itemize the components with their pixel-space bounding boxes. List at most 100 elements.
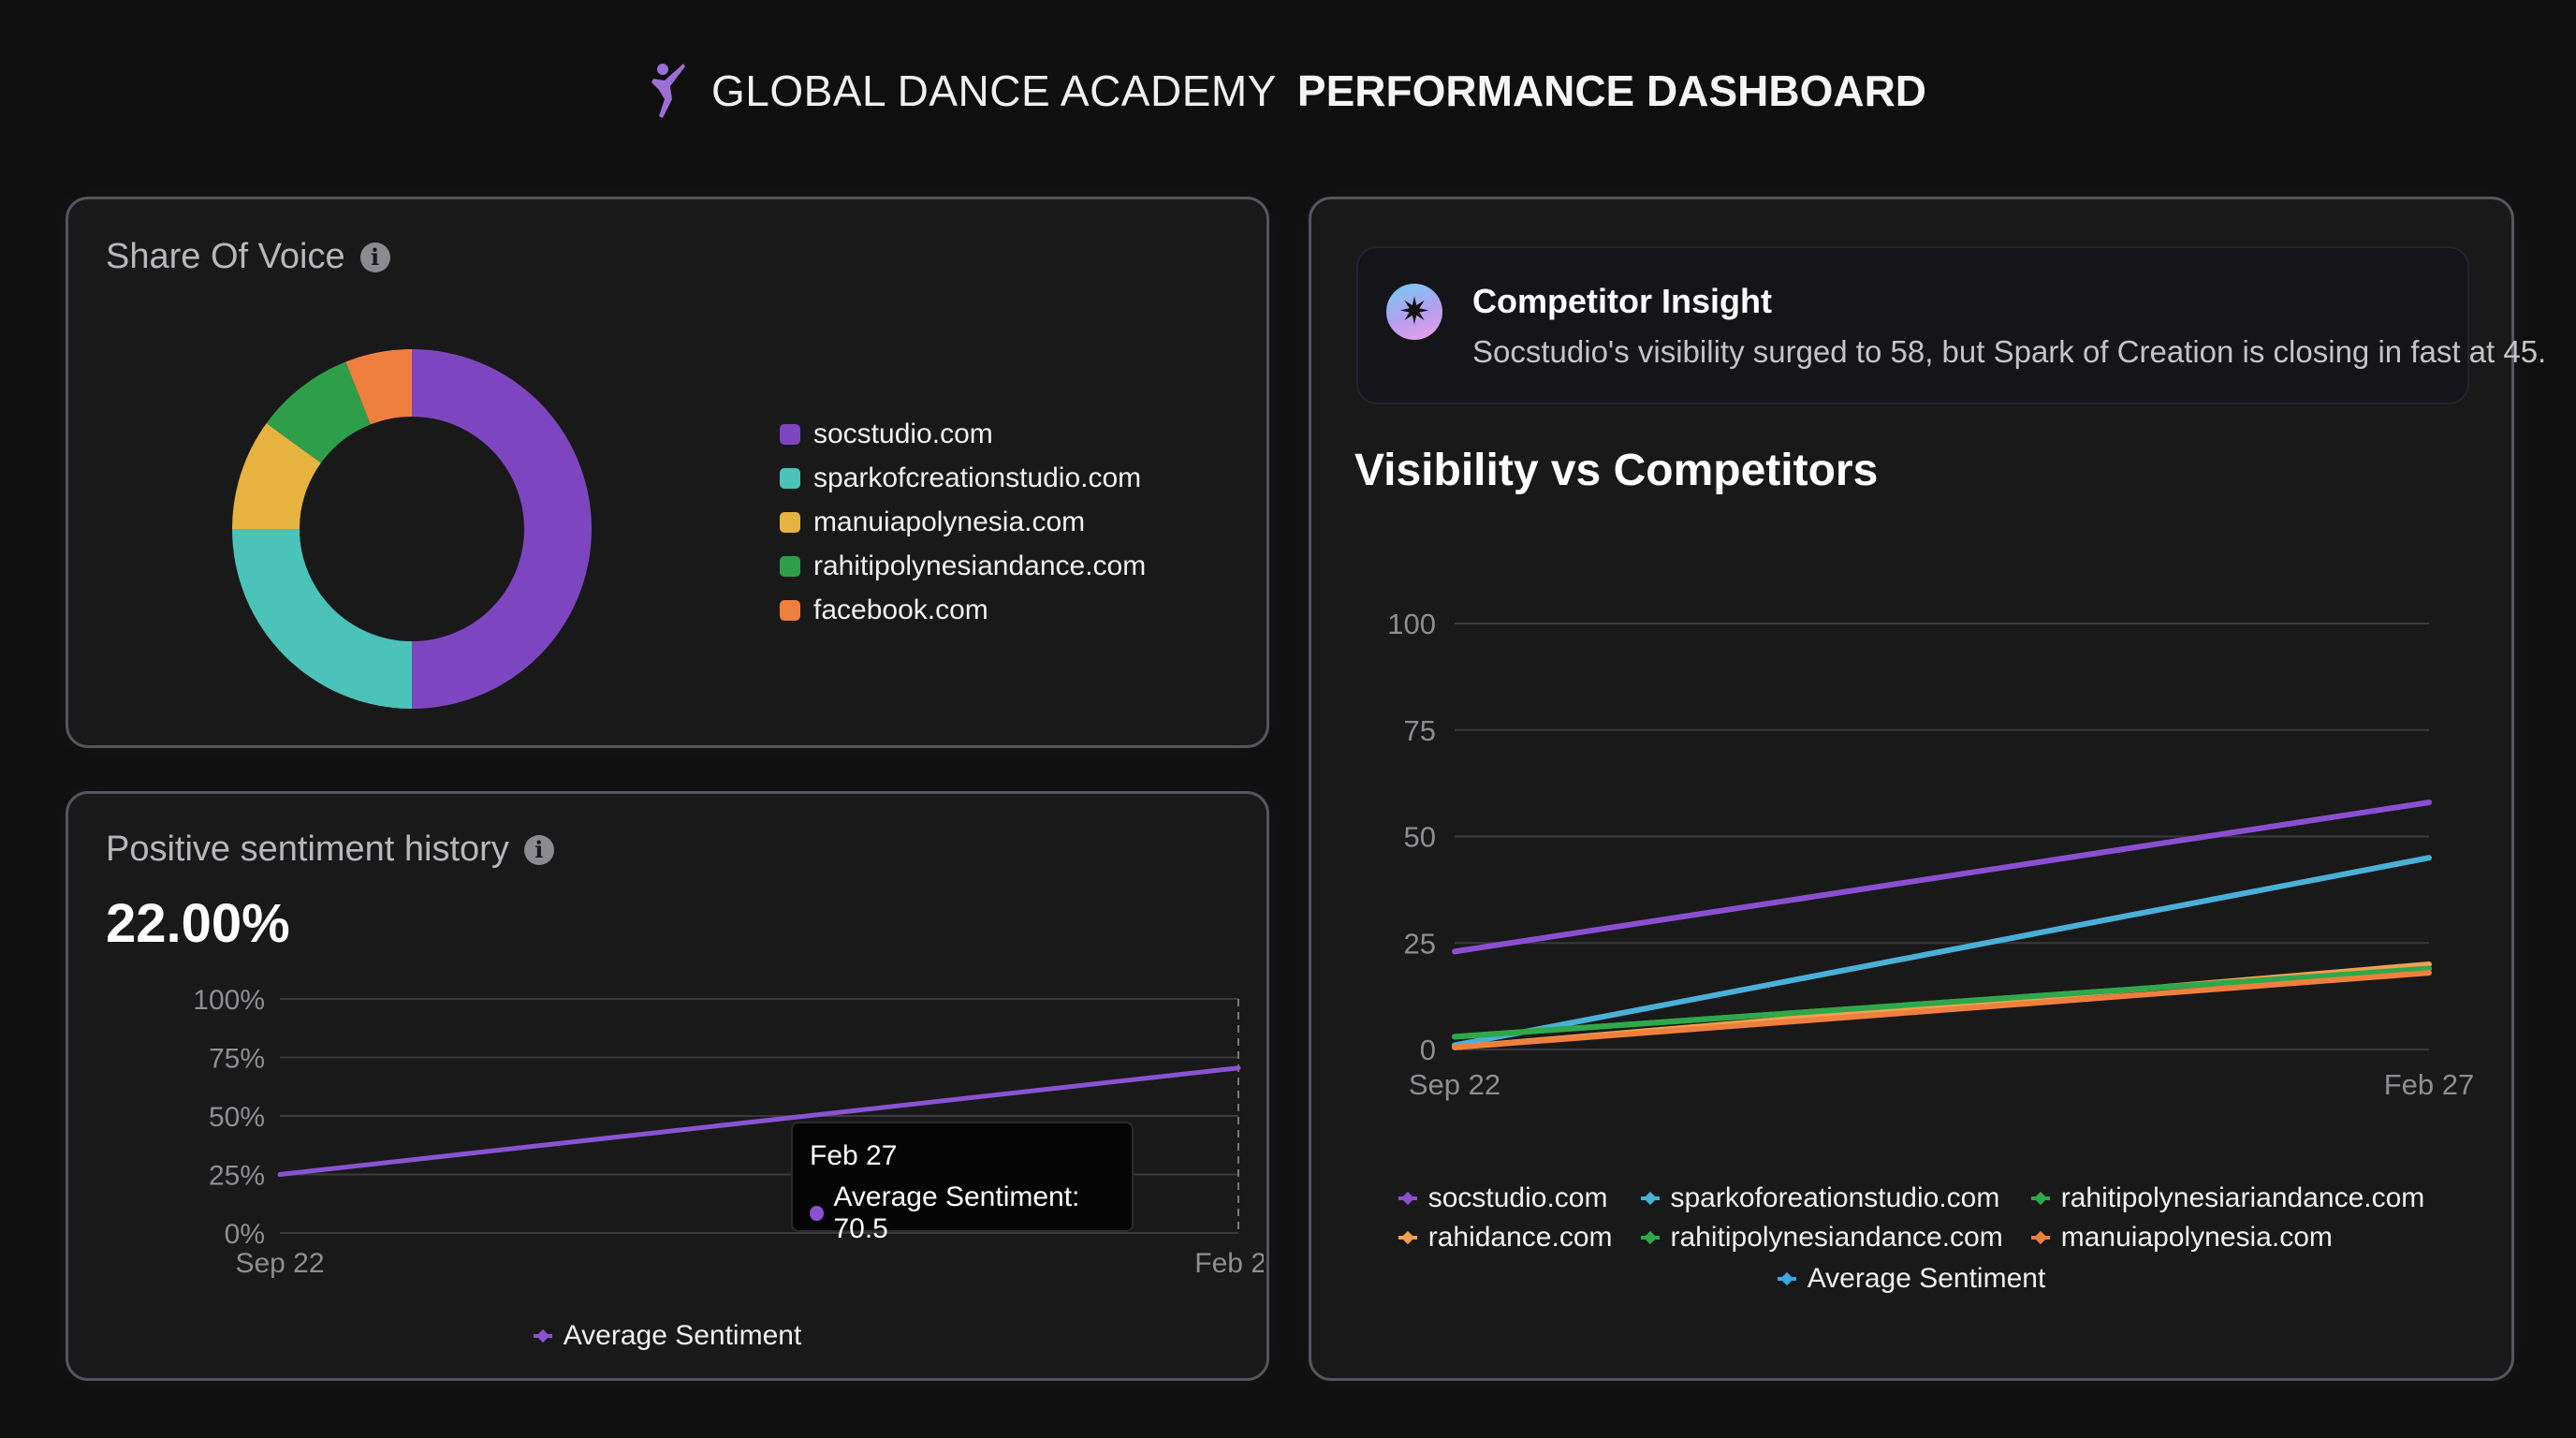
x-tick-label: Feb 27 (1194, 1248, 1264, 1279)
series-line-sparkoforeationstudio-com (1452, 855, 2432, 1049)
legend-row: rahitipolynesiariandance.com (2030, 1182, 2425, 1214)
insight-title: Competitor Insight (1472, 282, 1772, 320)
y-tick-label: 100% (193, 985, 265, 1016)
legend-grid: socstudio.com rahidance.com sparkoforeatio… (1311, 1182, 2511, 1254)
visibility-card: ✷ Competitor Insight Socstudio's visibil… (1309, 197, 2546, 1381)
legend-item-average-sentiment[interactable]: Average Sentiment (1777, 1263, 2046, 1295)
legend-item-sparkoforeationstudio-com[interactable]: sparkoforeationstudio.com (1640, 1182, 2000, 1214)
insight-text: Socstudio's visibility surged to 58, but… (1472, 334, 2547, 369)
legend-label: facebook.com (813, 594, 988, 625)
y-tick-label: 50% (209, 1102, 265, 1133)
legend-row: manuiapolynesia.com (2030, 1222, 2425, 1254)
sentiment-value: 22.00% (106, 893, 290, 954)
dancer-icon (651, 64, 685, 118)
legend-item-facebook-com[interactable]: facebook.com (780, 588, 1146, 632)
visibility-title: Visibility vs Competitors (1354, 446, 1879, 495)
donut-slice-manuiapolynesia-com (232, 423, 321, 529)
sentiment-tooltip: Feb 27 Average Sentiment: 70.5 (791, 1122, 1134, 1244)
legend-label: sparkoforeationstudio.com (1670, 1182, 2000, 1213)
legend-marker-icon (1640, 1189, 1660, 1208)
info-icon[interactable]: i (359, 242, 390, 272)
legend-item-average-sentiment[interactable]: Average Sentiment (533, 1320, 802, 1352)
legend-swatch (780, 599, 800, 621)
series-dot-icon (810, 1206, 825, 1221)
legend-item-socstudio-com[interactable]: socstudio.com (780, 412, 1146, 456)
legend-row: socstudio.com (1398, 1182, 1613, 1214)
legend-marker-icon (1777, 1269, 1796, 1288)
legend-label: manuiapolynesia.com (2060, 1222, 2333, 1253)
y-tick-label: 50 (1404, 821, 1436, 854)
competitor-insight: ✷ Competitor Insight Socstudio's visibil… (1356, 246, 2546, 404)
y-tick-label: 75% (209, 1044, 265, 1075)
legend-item-socstudio-com[interactable]: socstudio.com (1398, 1182, 1608, 1214)
legend-swatch (780, 511, 800, 533)
legend-label: rahitipolynesiariandance.com (2060, 1182, 2425, 1213)
legend-label: manuiapolynesia.com (813, 506, 1086, 537)
legend-item-rahidance-com[interactable]: rahidance.com (1398, 1222, 1613, 1254)
card-title-text: Share Of Voice (106, 237, 345, 276)
sentiment-title: Positive sentiment history i (106, 829, 554, 870)
title-regular: GLOBAL DANCE ACADEMY (710, 66, 1277, 115)
legend-marker-icon (1640, 1228, 1660, 1247)
legend-row: rahidance.com (1398, 1222, 1613, 1254)
legend-label: Average Sentiment (563, 1320, 802, 1351)
series-line-manuiapolynesia-com (1452, 970, 2432, 1050)
tooltip-date: Feb 27 (810, 1140, 898, 1171)
series-line-socstudio-com (1452, 800, 2432, 955)
legend-label: rahitipolynesiandance.com (1670, 1222, 2003, 1253)
x-tick-label: Feb 27 (2384, 1068, 2475, 1101)
visibility-legend: socstudio.com rahidance.com sparkoforeatio… (1311, 1182, 2511, 1295)
legend-label: rahitipolynesiandance.com (813, 550, 1147, 581)
legend-swatch (780, 423, 800, 445)
x-tick-label: Sep 22 (235, 1248, 324, 1279)
y-tick-label: 25 (1404, 927, 1436, 960)
legend-marker-icon (2030, 1228, 2050, 1247)
legend-item-rahitipolynesiariandance-com[interactable]: rahitipolynesiariandance.com (2030, 1182, 2425, 1214)
donut-slice-socstudio-com (412, 349, 592, 709)
dashboard-header: GLOBAL DANCE ACADEMY PERFORMANCE DASHBOA… (0, 62, 2576, 120)
title-bold: PERFORMANCE DASHBOARD (1296, 66, 1927, 115)
visibility-chart: 0 25 50 75 100 Sep 22 Feb 27 (1387, 608, 2475, 1101)
info-icon[interactable]: i (523, 834, 554, 865)
series-line-average-sentiment (277, 1065, 1241, 1177)
legend-label: socstudio.com (813, 418, 993, 449)
legend-label: Average Sentiment (1807, 1263, 2046, 1294)
legend-marker-icon (1398, 1228, 1417, 1247)
legend-row: rahitipolynesiandance.com (1640, 1222, 2003, 1254)
legend-marker-icon (533, 1327, 552, 1345)
sentiment-legend: Average Sentiment (68, 1320, 1266, 1352)
legend-column: rahitipolynesiariandance.com manuiapolyne… (2030, 1182, 2425, 1254)
legend-item-manuiapolynesia-com[interactable]: manuiapolynesia.com (780, 500, 1146, 544)
y-tick-label: 75 (1404, 714, 1436, 747)
legend-column: socstudio.com rahidance.com (1398, 1182, 1613, 1254)
sparkle-icon: ✷ (1386, 284, 1442, 340)
y-tick-label: 0% (225, 1219, 265, 1250)
legend-label: rahidance.com (1427, 1222, 1613, 1253)
legend-row: Average Sentiment (1311, 1263, 2511, 1295)
donut-legend: socstudio.com sparkofcreationstudio.com ma… (780, 412, 1146, 632)
legend-column: sparkoforeationstudio.com rahitipolynesia… (1640, 1182, 2003, 1254)
share-of-voice-donut (232, 349, 592, 709)
share-of-voice-title: Share Of Voice i (106, 237, 390, 277)
tooltip-value: Average Sentiment: 70.5 (833, 1181, 1080, 1244)
legend-marker-icon (1398, 1189, 1417, 1208)
series-line-rahitipolynesiandance-com (1452, 965, 2432, 1040)
legend-item-rahitipolynesiandance-com[interactable]: rahitipolynesiandance.com (1640, 1222, 2003, 1254)
legend-item-manuiapolynesia-com[interactable]: manuiapolynesia.com (2030, 1222, 2333, 1254)
legend-swatch (780, 467, 800, 489)
share-of-voice-card: Share Of Voice i socstudio.com sparkofcre… (66, 197, 1269, 748)
legend-item-sparkofcreationstudio-com[interactable]: sparkofcreationstudio.com (780, 456, 1146, 500)
donut-slice-sparkofcreationstudio-com (232, 529, 412, 709)
legend-label: sparkofcreationstudio.com (813, 462, 1142, 493)
sentiment-chart: 0% 25% 50% 75% 100% Sep 22 Feb 27 (193, 985, 1264, 1279)
donut-slice-facebook-com (345, 349, 412, 425)
legend-row: sparkoforeationstudio.com (1640, 1182, 2003, 1214)
y-tick-label: 0 (1420, 1034, 1436, 1066)
tooltip-row: Average Sentiment: 70.5 (810, 1181, 1132, 1245)
legend-swatch (780, 555, 800, 577)
donut-slice-rahitipolynesiandance-com (266, 361, 371, 463)
legend-item-rahitipolynesiandance-com[interactable]: rahitipolynesiandance.com (780, 544, 1146, 588)
legend-marker-icon (2030, 1189, 2050, 1208)
legend-label: socstudio.com (1427, 1182, 1608, 1213)
card-title-text: Positive sentiment history (106, 829, 509, 869)
